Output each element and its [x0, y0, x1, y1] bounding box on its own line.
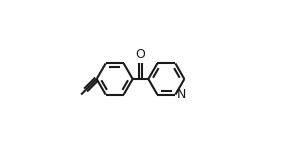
Text: O: O [135, 49, 145, 61]
Text: N: N [177, 88, 186, 101]
